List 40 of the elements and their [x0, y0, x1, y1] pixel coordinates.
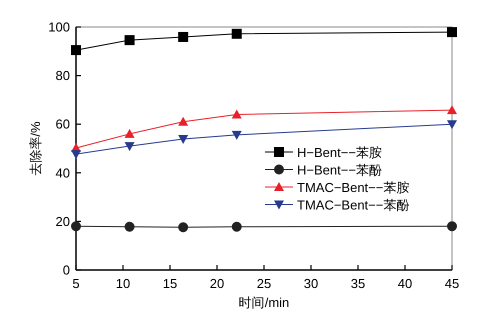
point	[232, 222, 242, 232]
point	[447, 221, 457, 232]
point	[71, 45, 81, 56]
point	[447, 105, 457, 114]
legend-label: TMAC−Bent−−苯胺	[297, 180, 410, 195]
ytick: 80	[56, 68, 70, 84]
ytick: 20	[56, 214, 70, 229]
xtick: 35	[350, 276, 366, 291]
point	[447, 27, 457, 38]
point	[178, 135, 188, 144]
point	[71, 150, 81, 160]
point	[124, 222, 135, 232]
point	[232, 130, 242, 140]
xlabel: 时间/min	[238, 295, 290, 310]
point	[124, 35, 135, 46]
point	[232, 28, 242, 39]
xtick: 10	[116, 276, 130, 291]
point	[178, 222, 188, 232]
ylabel: 去除率/%	[28, 121, 43, 176]
ytick: 100	[48, 20, 70, 34]
point	[447, 120, 457, 130]
ytick: 60	[56, 116, 70, 132]
point	[232, 109, 242, 118]
point	[178, 116, 188, 126]
xtick: 15	[162, 276, 178, 291]
legend-label: H−Bent−−苯酚	[297, 162, 382, 178]
xtick: 20	[210, 276, 224, 291]
point	[71, 221, 81, 232]
xtick: 30	[304, 276, 318, 291]
ytick: 0	[62, 262, 70, 278]
point	[124, 128, 135, 138]
point	[178, 32, 188, 42]
ytick: 40	[56, 165, 70, 180]
legend-label: TMAC−Bent−−苯酚	[297, 198, 410, 212]
xtick: 25	[256, 276, 272, 291]
xtick: 45	[444, 276, 460, 291]
point	[124, 142, 135, 152]
xtick: 40	[398, 276, 412, 291]
xtick: 5	[72, 276, 80, 291]
legend-label: H−Bent−−苯胺	[297, 145, 382, 160]
